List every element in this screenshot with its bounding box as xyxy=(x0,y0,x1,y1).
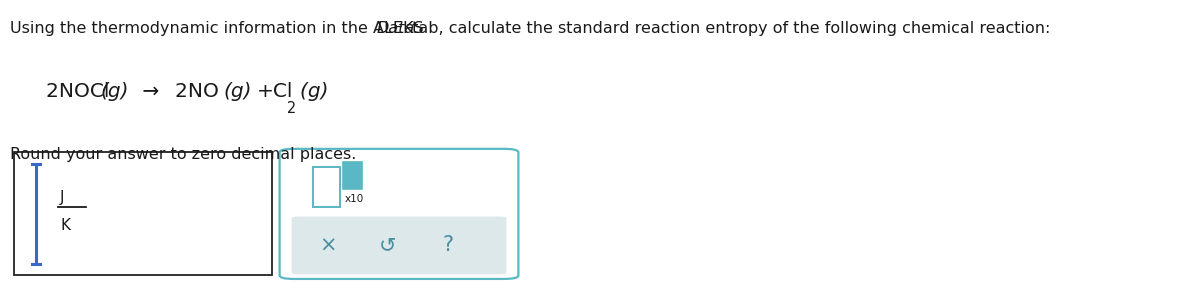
FancyBboxPatch shape xyxy=(313,167,340,207)
FancyBboxPatch shape xyxy=(343,162,362,189)
Text: ?: ? xyxy=(442,235,454,255)
Text: tab, calculate the standard reaction entropy of the following chemical reaction:: tab, calculate the standard reaction ent… xyxy=(407,21,1050,35)
FancyBboxPatch shape xyxy=(292,217,506,274)
Text: Data: Data xyxy=(377,21,415,35)
Text: Using the thermodynamic information in the ALEKS: Using the thermodynamic information in t… xyxy=(10,21,428,35)
Text: (g): (g) xyxy=(223,82,252,101)
Text: Round your answer to zero decimal places.: Round your answer to zero decimal places… xyxy=(10,146,356,161)
Text: (g): (g) xyxy=(296,82,329,101)
Text: +Cl: +Cl xyxy=(257,82,293,101)
Text: (g): (g) xyxy=(101,82,130,101)
Text: 2NOCl: 2NOCl xyxy=(46,82,113,101)
FancyBboxPatch shape xyxy=(14,152,272,275)
Text: 2: 2 xyxy=(287,101,296,116)
Text: K: K xyxy=(60,218,70,233)
Text: ↺: ↺ xyxy=(379,235,396,255)
FancyBboxPatch shape xyxy=(280,149,518,279)
Text: J: J xyxy=(60,190,65,205)
Text: ×: × xyxy=(319,235,336,255)
Text: →: → xyxy=(136,82,166,101)
Text: x10: x10 xyxy=(344,194,364,204)
Text: 2NO: 2NO xyxy=(175,82,223,101)
